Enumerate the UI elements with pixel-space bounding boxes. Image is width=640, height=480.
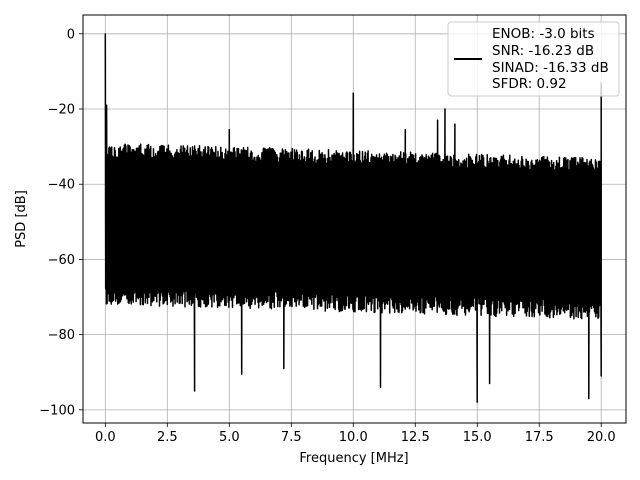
x-tick-label: 0.0 — [95, 430, 116, 445]
x-tick-label: 7.5 — [281, 430, 302, 445]
x-tick-label: 5.0 — [219, 430, 240, 445]
y-tick-label: 0 — [67, 27, 75, 42]
legend-line-snr: SNR: -16.23 dB — [492, 43, 594, 59]
plot-frame — [82, 14, 627, 424]
spectral-peak — [104, 33, 106, 35]
spectral-peak — [436, 119, 439, 121]
y-axis-label: PSD [dB] — [14, 190, 29, 248]
spectral-peak — [228, 129, 230, 131]
y-tick-label: −80 — [48, 328, 75, 343]
legend-line-sfdr: SFDR: 0.92 — [492, 76, 567, 92]
y-tick-label: −20 — [48, 103, 75, 118]
y-tick-label: −60 — [48, 253, 75, 268]
x-tick-label: 12.5 — [401, 430, 430, 445]
x-axis-label: Frequency [MHz] — [299, 451, 408, 466]
x-tick-label: 17.5 — [525, 430, 554, 445]
spectral-peak — [404, 129, 406, 131]
spectral-peak — [444, 108, 446, 110]
psd-series — [104, 33, 602, 404]
legend: ENOB: -3.0 bits SNR: -16.23 dB SINAD: -1… — [447, 21, 620, 97]
y-tick-label: −40 — [48, 178, 75, 193]
spectral-peak — [352, 92, 354, 94]
axis-ticks: 0.0 2.5 5.0 7.5 10.0 12.5 15.0 17.5 20.0 0 −20 −40 −… — [39, 27, 615, 445]
x-tick-label: 20.0 — [587, 430, 616, 445]
legend-box — [447, 21, 620, 97]
spectral-peak — [105, 104, 108, 106]
legend-line-enob: ENOB: -3.0 bits — [492, 26, 595, 42]
x-tick-label: 15.0 — [463, 430, 492, 445]
y-tick-label: −100 — [39, 403, 75, 418]
legend-line-sinad: SINAD: -16.33 dB — [492, 60, 609, 76]
x-tick-label: 10.0 — [339, 430, 368, 445]
spectral-peak — [454, 123, 456, 125]
x-tick-label: 2.5 — [157, 430, 178, 445]
